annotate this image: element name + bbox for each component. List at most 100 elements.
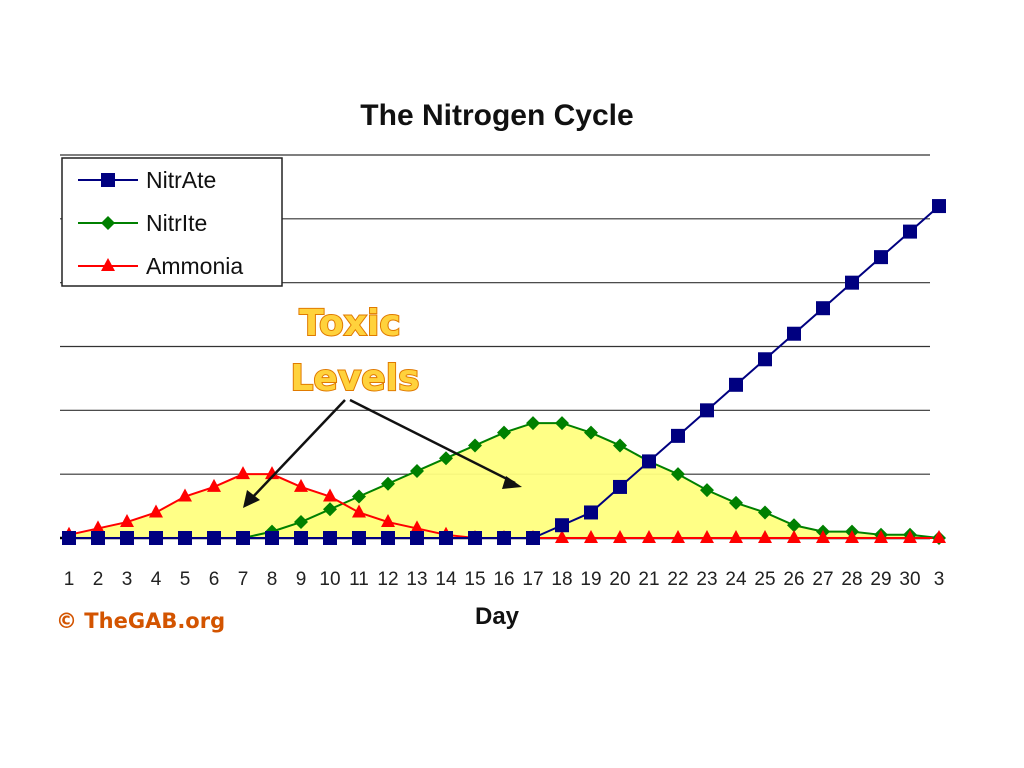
marker-ammonia (642, 530, 656, 543)
marker-nitrite (555, 416, 569, 431)
marker-nitrite (787, 518, 801, 533)
x-tick-label: 13 (406, 569, 427, 590)
x-tick-label: 15 (464, 569, 485, 590)
annotation-arrow-right (349, 398, 516, 485)
marker-nitrate (468, 531, 482, 545)
marker-ammonia (816, 530, 830, 543)
marker-ammonia (903, 530, 917, 543)
marker-ammonia (178, 488, 192, 502)
annotation-levels: Levels (290, 358, 419, 399)
toxic-levels-annotation: Toxic Levels (243, 302, 522, 508)
marker-nitrite (294, 515, 308, 530)
marker-nitrate (265, 531, 279, 545)
marker-nitrate (323, 531, 337, 545)
marker-ammonia (410, 520, 424, 534)
marker-ammonia (671, 530, 685, 543)
marker-ammonia (265, 466, 279, 480)
x-tick-label: 28 (841, 569, 862, 590)
marker-ammonia (613, 530, 627, 543)
x-tick-label: 4 (151, 569, 162, 590)
marker-ammonia (381, 514, 395, 528)
marker-nitrate (845, 275, 859, 290)
marker-ammonia (787, 530, 801, 543)
marker-ammonia (236, 466, 250, 480)
marker-nitrate (816, 301, 830, 316)
series-markers (62, 199, 946, 545)
marker-nitrate (903, 224, 917, 239)
marker-nitrite (497, 425, 511, 440)
marker-ammonia (352, 504, 366, 518)
x-tick-label: 29 (870, 569, 891, 590)
annotation-arrowhead-left (243, 490, 260, 508)
x-tick-label: 8 (267, 569, 278, 590)
annotation-arrow-left (249, 399, 346, 501)
annotation-arrowhead-right (502, 476, 522, 489)
annotation-toxic: Toxic (299, 303, 400, 344)
marker-nitrite (671, 467, 685, 482)
x-tick-label: 22 (667, 569, 688, 590)
marker-ammonia (932, 530, 946, 543)
marker-ammonia (323, 488, 337, 502)
fill-ammonia (69, 474, 939, 538)
marker-nitrite (439, 451, 453, 466)
marker-ammonia (120, 514, 134, 528)
x-tick-label: 27 (812, 569, 833, 590)
marker-nitrate (91, 531, 105, 545)
x-tick-label: 23 (696, 569, 717, 590)
marker-nitrate (642, 454, 656, 469)
x-tick-label: 17 (522, 569, 543, 590)
marker-nitrite (410, 463, 424, 478)
x-tick-label: 2 (93, 569, 104, 590)
marker-ammonia (555, 530, 569, 543)
x-tick-labels: 1 2 3 4 5 6 7 8 9 10 11 12 13 14 15 16 17 18 19 20 21 22 23 24 2… (64, 569, 945, 590)
marker-ammonia (700, 530, 714, 543)
x-tick-label: 14 (435, 569, 457, 590)
marker-nitrite (729, 495, 743, 510)
x-tick-label: 30 (899, 569, 920, 590)
x-tick-label: 6 (209, 569, 220, 590)
marker-nitrate (497, 531, 511, 545)
marker-nitrate (787, 326, 801, 341)
marker-nitrate (555, 518, 569, 533)
marker-nitrate (120, 531, 134, 545)
marker-nitrate (671, 428, 685, 443)
marker-nitrate (178, 531, 192, 545)
toxic-fill-areas (69, 423, 939, 538)
x-tick-label: 21 (638, 569, 659, 590)
marker-nitrate (613, 479, 627, 494)
x-axis-label: Day (475, 603, 520, 630)
x-tick-label: 18 (551, 569, 572, 590)
marker-nitrate (584, 505, 598, 520)
marker-nitrite (758, 505, 772, 520)
marker-nitrite (700, 483, 714, 498)
marker-ammonia (91, 520, 105, 534)
marker-nitrate (874, 250, 888, 265)
marker-nitrite (468, 438, 482, 453)
marker-nitrate (758, 352, 772, 367)
marker-nitrate (439, 531, 453, 545)
x-tick-label: 26 (783, 569, 804, 590)
x-tick-label: 25 (754, 569, 775, 590)
marker-nitrite (613, 438, 627, 453)
marker-nitrate (729, 377, 743, 392)
marker-nitrate (149, 531, 163, 545)
marker-nitrite (381, 476, 395, 491)
legend-marker-nitrate (101, 173, 115, 187)
marker-nitrate (526, 531, 540, 545)
x-tick-label: 11 (349, 569, 369, 590)
legend-label-ammonia: Ammonia (146, 253, 243, 279)
x-tick-label: 3 (122, 569, 133, 590)
x-tick-label: 7 (238, 569, 249, 590)
fill-nitrite (69, 423, 939, 538)
copyright-watermark: © TheGAB.org (56, 609, 225, 633)
marker-ammonia (758, 530, 772, 543)
marker-nitrite (526, 416, 540, 431)
legend-marker-nitrite (101, 216, 115, 230)
x-tick-label: 24 (725, 569, 747, 590)
marker-nitrite (352, 489, 366, 504)
legend-marker-ammonia (101, 258, 115, 271)
x-tick-label: 16 (493, 569, 514, 590)
chart-title: The Nitrogen Cycle (360, 99, 633, 132)
